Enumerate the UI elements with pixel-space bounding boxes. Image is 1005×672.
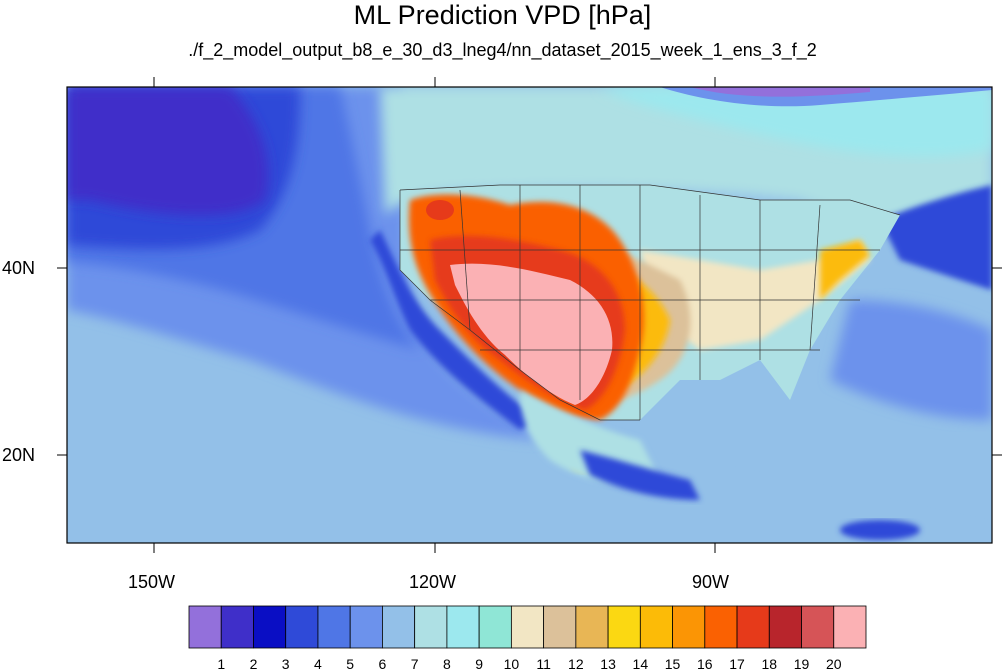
colorbar-swatch — [736, 605, 770, 649]
mexico-land — [520, 390, 660, 484]
map-frame — [66, 86, 993, 544]
colorbar-label: 13 — [600, 656, 616, 672]
colorbar-swatch — [382, 605, 416, 649]
colorbar-label: 14 — [632, 656, 649, 672]
pacific-deepest — [67, 87, 269, 216]
colorbar-swatch — [575, 605, 609, 649]
colorbar-label: 9 — [475, 656, 484, 672]
colorbar-label: 2 — [249, 656, 258, 672]
canada-cyan — [600, 87, 992, 157]
colorbar-label: 18 — [761, 656, 778, 672]
colorbar-swatch — [478, 605, 512, 649]
tick-marks — [57, 77, 1002, 553]
atlantic-deep — [880, 185, 992, 290]
atlantic-mid — [830, 300, 992, 420]
map-field — [67, 87, 992, 543]
colorbar — [188, 605, 867, 649]
colorbar-label: 1 — [217, 656, 226, 672]
colorbar-label: 11 — [536, 656, 551, 672]
east-tan — [640, 240, 870, 350]
y-tick-label-20n: 20N — [2, 445, 36, 465]
colorbar-label: 12 — [568, 656, 584, 672]
colorbar-swatch — [220, 605, 254, 649]
mexico-blue — [580, 450, 700, 500]
colorbar-label: 4 — [314, 656, 322, 672]
map-subtitle: ./f_2_model_output_b8_e_30_d3_lneg4/nn_d… — [188, 40, 817, 60]
colorbar-swatch — [801, 605, 835, 649]
colorbar-label: 17 — [729, 656, 745, 672]
x-tick-label-90w: 90W — [692, 572, 730, 592]
colorbar-label: 5 — [346, 656, 355, 672]
colorbar-label: 8 — [442, 656, 451, 672]
colorbar-swatch — [607, 605, 641, 649]
colorbar-swatch — [317, 605, 351, 649]
map-title: ML Prediction VPD [hPa] — [353, 0, 652, 30]
borders — [399, 184, 901, 421]
colorbar-swatch — [285, 605, 319, 649]
mid-atlantic-orange — [820, 240, 870, 300]
colorbar-swatch — [188, 605, 222, 649]
colorbar-swatch — [833, 605, 867, 649]
colorbar-swatch — [768, 605, 802, 649]
arctic-purple — [690, 87, 870, 97]
colorbar-swatch — [639, 605, 673, 649]
colorbar-label: 3 — [281, 656, 290, 672]
colorbar-swatch — [446, 605, 480, 649]
colorbar-label: 6 — [378, 656, 387, 672]
x-tick-label-150w: 150W — [128, 572, 176, 592]
colorbar-swatch — [349, 605, 383, 649]
colorbar-label: 10 — [503, 656, 520, 672]
y-tick-label-40n: 40N — [2, 258, 36, 278]
colorbar-label: 19 — [793, 656, 810, 672]
colorbar-label: 7 — [410, 656, 419, 672]
colorbar-swatch — [253, 605, 287, 649]
colorbar-swatch — [704, 605, 738, 649]
colorbar-swatch — [510, 605, 545, 649]
hotspot-idaho — [426, 200, 454, 220]
colorbar-swatch — [543, 605, 577, 649]
colorbar-label: 20 — [825, 656, 842, 672]
colorbar-swatch — [672, 605, 706, 649]
southwest-pink — [450, 263, 613, 405]
colorbar-swatch — [414, 605, 448, 649]
x-tick-label-120w: 120W — [409, 572, 457, 592]
caribbean-blue — [840, 520, 920, 540]
colorbar-label: 16 — [697, 656, 713, 672]
colorbar-label: 15 — [664, 656, 681, 672]
